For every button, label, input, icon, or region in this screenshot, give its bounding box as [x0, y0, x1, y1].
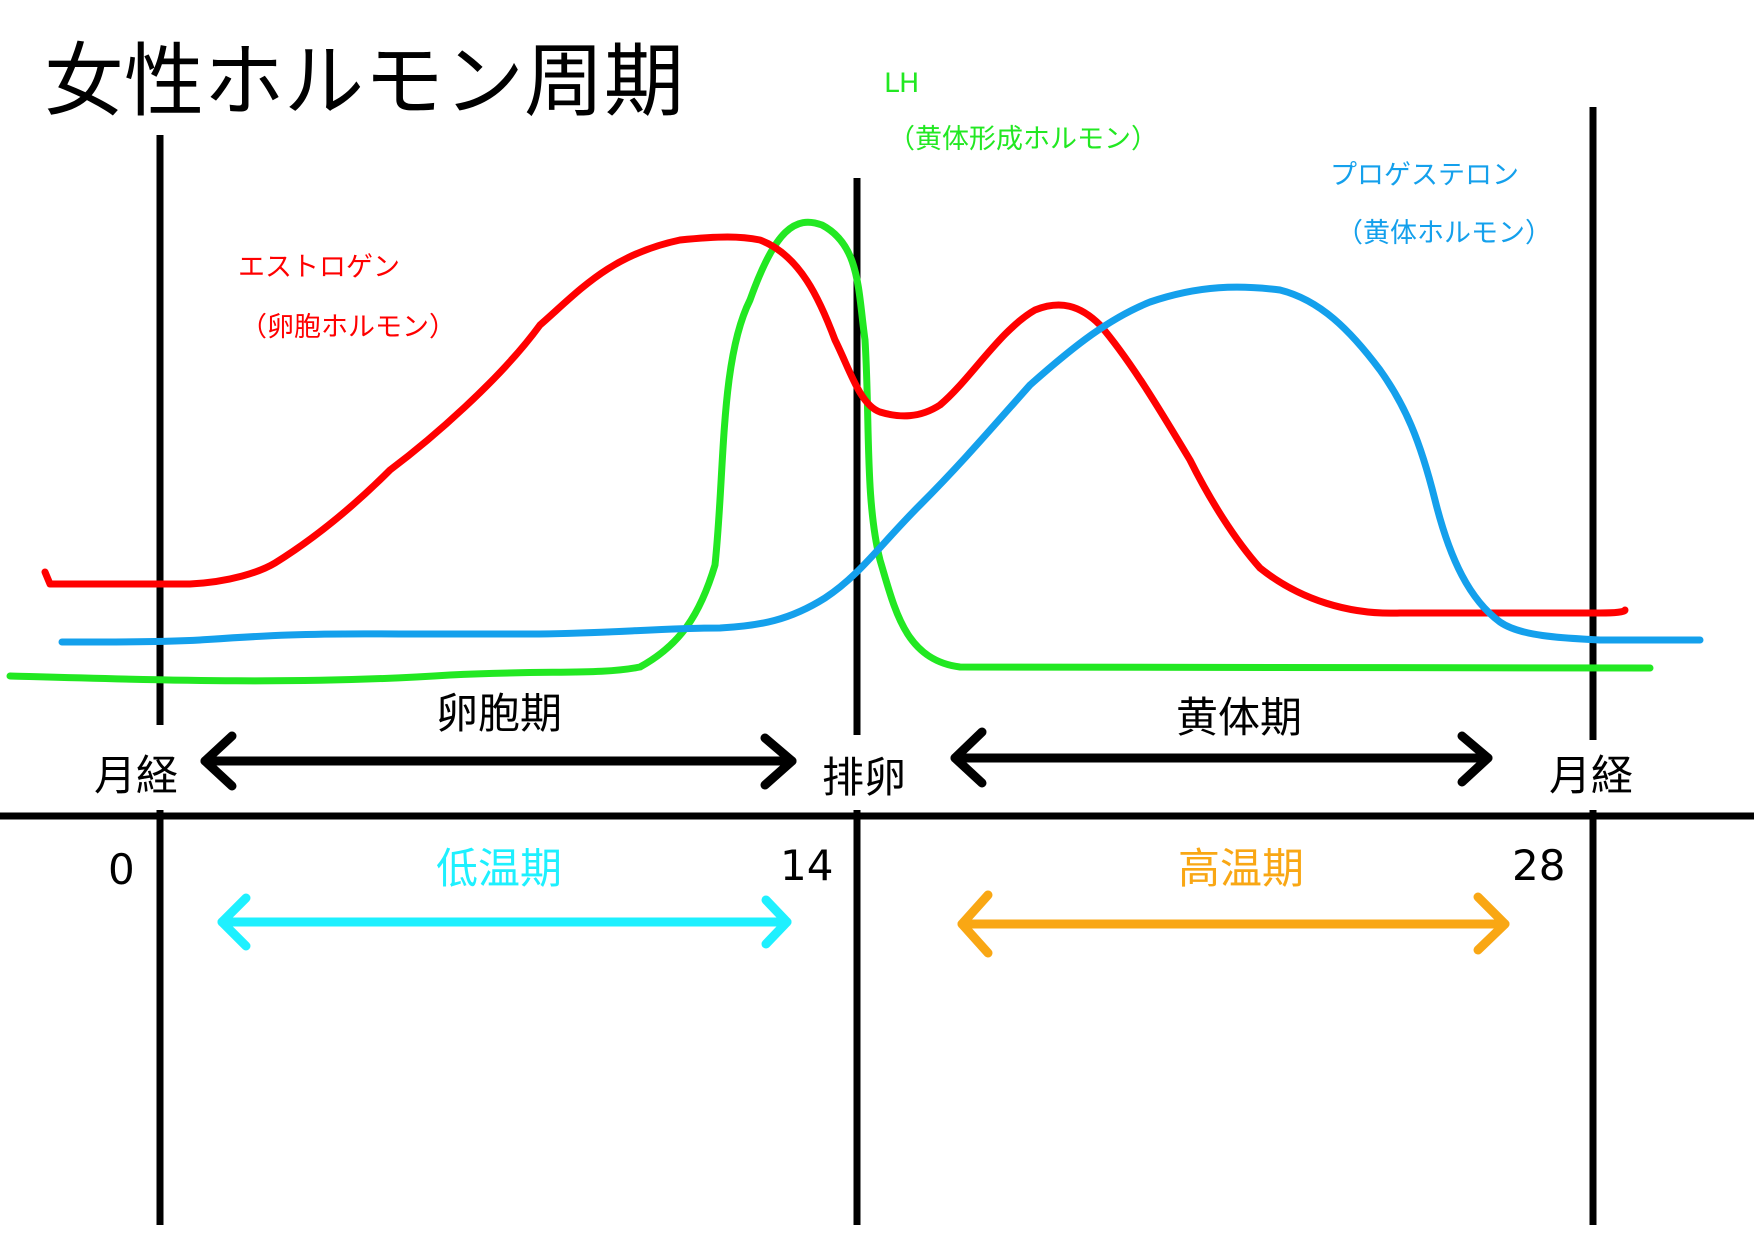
- page-title: 女性ホルモン周期: [44, 35, 684, 128]
- day-28-label: 28: [1512, 841, 1566, 890]
- high-temp-label: 高温期: [1178, 844, 1305, 893]
- estrogen-curve: [41, 233, 1629, 617]
- day-14-label: 14: [780, 841, 834, 890]
- lh-alias: （黄体形成ホルモン）: [888, 124, 1158, 155]
- progesterone-label: プロゲステロン: [1330, 160, 1519, 191]
- ovulation-label: 排卵: [822, 753, 907, 802]
- low-temp-label: 低温期: [436, 844, 563, 893]
- progesterone-curve: [58, 283, 1704, 646]
- menstruation-start-label: 月経: [94, 751, 179, 800]
- luteal-arrow: [950, 727, 1493, 788]
- follicular-phase-label: 卵胞期: [436, 689, 563, 738]
- high-temp-arrow: [957, 890, 1510, 958]
- estrogen-label: エストロゲン: [238, 252, 400, 283]
- day-0-label: 0: [108, 845, 135, 894]
- progesterone-alias: （黄体ホルモン）: [1336, 218, 1552, 249]
- lh-label: LH: [884, 68, 920, 99]
- follicular-arrow: [200, 731, 797, 791]
- estrogen-alias: （卵胞ホルモン）: [240, 312, 456, 343]
- luteal-phase-label: 黄体期: [1176, 693, 1303, 742]
- low-temp-arrow: [217, 893, 792, 951]
- lh-curve: [6, 218, 1654, 685]
- menstruation-end-label: 月経: [1549, 751, 1634, 800]
